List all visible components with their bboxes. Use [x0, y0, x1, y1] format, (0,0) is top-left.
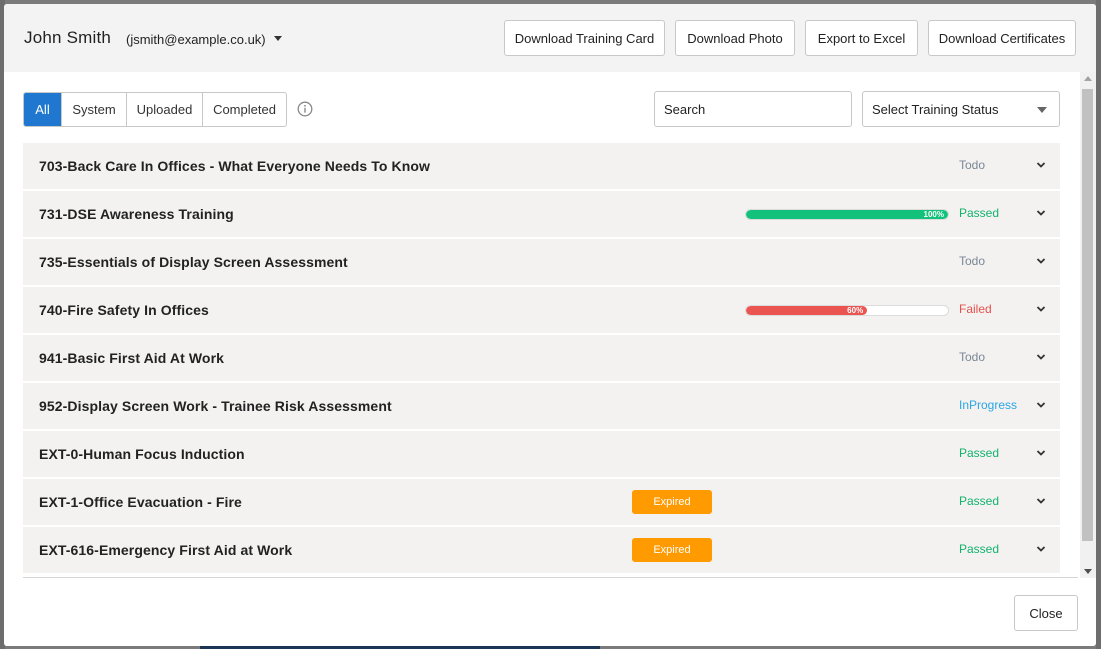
training-title: EXT-1-Office Evacuation - Fire — [39, 494, 242, 510]
backdrop-right — [1096, 0, 1101, 649]
chevron-down-icon — [1037, 107, 1047, 113]
training-title: 952-Display Screen Work - Trainee Risk A… — [39, 398, 392, 414]
user-name: John Smith — [24, 28, 112, 47]
status-label: Passed — [959, 542, 1000, 556]
training-row[interactable]: 952-Display Screen Work - Trainee Risk A… — [23, 383, 1060, 429]
tab-all[interactable]: All — [24, 93, 62, 126]
training-title: EXT-0-Human Focus Induction — [39, 446, 245, 462]
training-row[interactable]: 703-Back Care In Offices - What Everyone… — [23, 143, 1060, 189]
download-photo-button[interactable]: Download Photo — [675, 20, 795, 56]
search-input[interactable] — [654, 91, 852, 127]
expired-badge: Expired — [632, 490, 712, 514]
expired-badge: Expired — [632, 538, 712, 562]
download-certificates-button[interactable]: Download Certificates — [928, 20, 1076, 56]
download-training-card-button[interactable]: Download Training Card — [504, 20, 665, 56]
chevron-down-icon[interactable] — [1035, 353, 1047, 361]
info-icon[interactable] — [297, 101, 313, 117]
progress-bar-fill: 100% — [746, 210, 948, 219]
training-status-select-label: Select Training Status — [872, 101, 999, 117]
chevron-down-icon[interactable] — [1035, 497, 1047, 505]
tab-completed[interactable]: Completed — [213, 102, 276, 117]
progress-bar: 60% — [745, 305, 949, 316]
list-divider — [23, 577, 1078, 578]
user-email: (jsmith@example.co.uk) — [126, 32, 266, 47]
training-list: 703-Back Care In Offices - What Everyone… — [23, 143, 1060, 578]
training-title: EXT-616-Emergency First Aid at Work — [39, 542, 293, 558]
close-button[interactable]: Close — [1014, 595, 1078, 631]
status-label: InProgress — [959, 398, 1018, 412]
status-label: Passed — [959, 206, 1000, 220]
progress-bar: 100% — [745, 209, 949, 220]
tab-uploaded[interactable]: Uploaded — [127, 93, 203, 126]
chevron-down-icon[interactable] — [1035, 449, 1047, 457]
training-modal: John Smith (jsmith@example.co.uk) Downlo… — [4, 4, 1096, 646]
status-label: Passed — [959, 494, 1000, 508]
scroll-down-arrow-icon[interactable] — [1084, 569, 1092, 574]
training-row[interactable]: 735-Essentials of Display Screen Assessm… — [23, 239, 1060, 285]
training-row[interactable]: 941-Basic First Aid At Work Todo — [23, 335, 1060, 381]
status-label: Todo — [959, 350, 986, 364]
chevron-down-icon[interactable] — [1035, 209, 1047, 217]
training-row[interactable]: EXT-616-Emergency First Aid at Work Expir… — [23, 527, 1060, 573]
chevron-down-icon[interactable] — [1035, 545, 1047, 553]
backdrop-left — [0, 0, 5, 649]
training-title: 731-DSE Awareness Training — [39, 206, 234, 222]
training-row[interactable]: 740-Fire Safety In Offices 60% Failed — [23, 287, 1060, 333]
training-title: 941-Basic First Aid At Work — [39, 350, 225, 366]
user-dropdown-caret-icon[interactable] — [274, 36, 282, 41]
scrollbar-thumb[interactable] — [1082, 89, 1093, 541]
modal-body: All System Uploaded Completed Select Tra… — [4, 72, 1096, 578]
chevron-down-icon[interactable] — [1035, 161, 1047, 169]
training-status-select[interactable]: Select Training Status — [862, 91, 1060, 127]
modal-header: John Smith (jsmith@example.co.uk) Downlo… — [4, 4, 1096, 72]
scrollbar[interactable] — [1080, 72, 1096, 578]
training-title: 735-Essentials of Display Screen Assessm… — [39, 254, 348, 270]
status-label: Failed — [959, 302, 992, 316]
modal-footer: Close — [4, 578, 1096, 646]
training-row[interactable]: 731-DSE Awareness Training 100% Passed — [23, 191, 1060, 237]
progress-bar-fill: 60% — [746, 306, 868, 315]
filter-tabs: All System Uploaded Completed — [23, 92, 287, 127]
scroll-up-arrow-icon[interactable] — [1084, 76, 1092, 81]
backdrop-bottom — [200, 645, 600, 649]
training-title: 703-Back Care In Offices - What Everyone… — [39, 158, 431, 174]
status-label: Todo — [959, 254, 986, 268]
chevron-down-icon[interactable] — [1035, 401, 1047, 409]
export-to-excel-button[interactable]: Export to Excel — [805, 20, 918, 56]
chevron-down-icon[interactable] — [1035, 257, 1047, 265]
training-row[interactable]: EXT-0-Human Focus Induction Passed — [23, 431, 1060, 477]
status-label: Passed — [959, 446, 1000, 460]
status-label: Todo — [959, 158, 986, 172]
training-row[interactable]: EXT-1-Office Evacuation - Fire Expired Pas… — [23, 479, 1060, 525]
training-title: 740-Fire Safety In Offices — [39, 302, 209, 318]
tab-system[interactable]: System — [62, 93, 127, 126]
chevron-down-icon[interactable] — [1035, 305, 1047, 313]
